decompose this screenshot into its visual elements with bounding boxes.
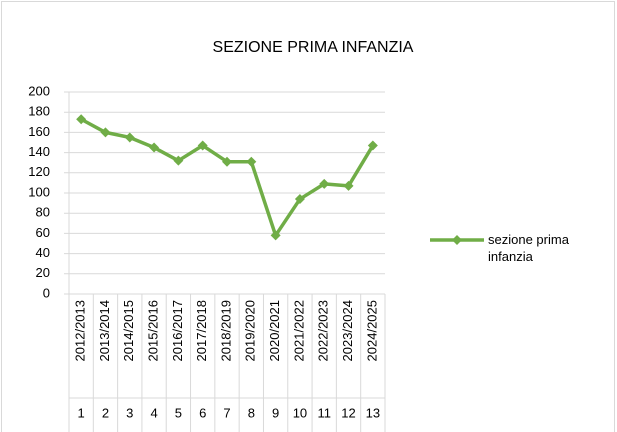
x-index-label: 9 [272, 405, 279, 420]
y-tick-label: 0 [43, 285, 50, 300]
x-tick-label: 2022/2023 [316, 300, 331, 361]
legend-label: sezione prima infanzia [488, 232, 569, 264]
x-tick-label: 2019/2020 [243, 300, 258, 361]
point [197, 140, 208, 151]
y-tick-label: 180 [28, 104, 50, 119]
point [294, 194, 305, 205]
x-index-label: 5 [175, 405, 182, 420]
point [270, 230, 281, 241]
x-tick-label: 2012/2013 [73, 300, 88, 361]
x-index-label: 8 [248, 405, 255, 420]
x-index-label: 3 [126, 405, 133, 420]
x-index-label: 12 [341, 405, 355, 420]
x-index-label: 13 [366, 405, 380, 420]
y-tick-label: 40 [36, 245, 50, 260]
x-index-label: 7 [223, 405, 230, 420]
y-tick-label: 200 [28, 83, 50, 98]
x-index-label: 1 [78, 405, 85, 420]
point [173, 155, 184, 166]
y-tick-label: 160 [28, 124, 50, 139]
x-index-label: 10 [293, 405, 307, 420]
point [319, 178, 330, 189]
x-index-label: 11 [317, 405, 331, 420]
x-tick-label: 2020/2021 [267, 300, 282, 361]
x-index-label: 2 [102, 405, 109, 420]
x-index-label: 6 [199, 405, 206, 420]
x-tick-label: 2013/2014 [97, 300, 112, 361]
point [149, 142, 160, 153]
x-tick-label: 2015/2016 [146, 300, 161, 361]
point [222, 156, 232, 167]
point [246, 156, 257, 167]
x-index-label: 4 [150, 405, 157, 420]
y-tick-label: 60 [36, 225, 50, 240]
x-tick-label: 2024/2025 [364, 300, 379, 361]
x-tick-label: 2018/2019 [218, 300, 233, 361]
x-tick-label: 2014/2015 [121, 300, 136, 361]
y-tick-label: 120 [28, 164, 50, 179]
y-tick-label: 80 [36, 205, 50, 220]
chart-title: SEZIONE PRIMA INFANZIA [213, 39, 414, 56]
point [124, 132, 135, 143]
x-tick-label: 2021/2022 [291, 300, 306, 361]
point [452, 235, 462, 245]
x-tick-label: 2016/2017 [170, 300, 185, 361]
x-tick-label: 2023/2024 [340, 300, 355, 361]
point [76, 114, 87, 125]
y-tick-label: 100 [28, 184, 50, 199]
point [367, 140, 378, 151]
y-tick-label: 140 [28, 144, 50, 159]
legend-label-box: sezione prima infanzia [488, 232, 569, 264]
y-tick-label: 20 [36, 265, 50, 280]
point [100, 127, 111, 138]
point [343, 180, 354, 191]
x-tick-label: 2017/2018 [194, 300, 209, 361]
